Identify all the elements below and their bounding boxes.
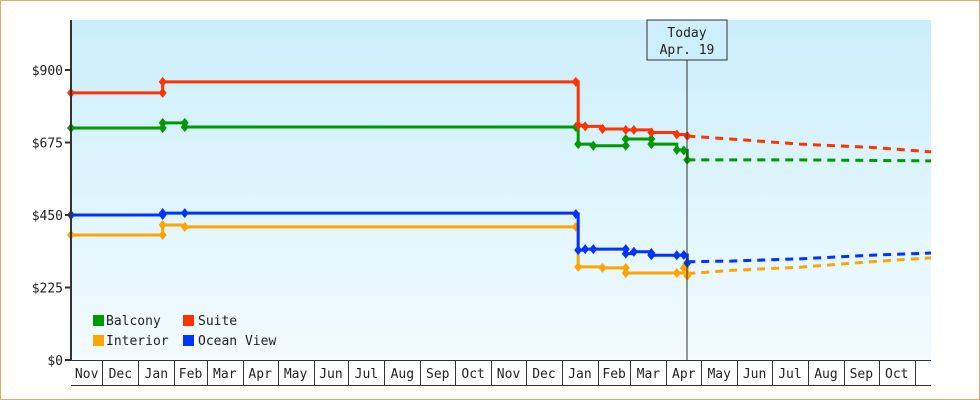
legend-label-interior: Interior — [106, 334, 169, 349]
data-point-ocean-view — [180, 208, 189, 219]
data-point-suite — [621, 124, 630, 135]
x-month-label: Jun — [743, 367, 766, 382]
data-point-balcony — [589, 140, 598, 151]
forecast-line-ocean-view — [687, 251, 932, 264]
legend-swatch-ocean-view — [183, 335, 194, 346]
data-point-interior — [158, 219, 167, 230]
x-month-label: Sep — [850, 367, 874, 382]
forecast-line-suite — [687, 134, 932, 154]
x-month-label: Jan — [568, 367, 591, 382]
data-point-balcony — [647, 133, 656, 144]
x-month-label: Oct — [885, 367, 908, 382]
forecast-line-balcony — [687, 158, 932, 163]
data-point-suite — [574, 120, 583, 131]
data-point-interior — [672, 268, 681, 278]
data-point-ocean-view — [589, 244, 598, 255]
legend-swatch-suite — [183, 315, 194, 326]
x-month-label: Jul — [778, 367, 801, 382]
data-point-balcony — [574, 139, 583, 150]
data-point-interior — [574, 261, 583, 272]
data-point-balcony — [672, 144, 681, 155]
x-month-label: Dec — [532, 367, 555, 382]
data-point-ocean-view — [679, 249, 688, 260]
data-point-balcony — [621, 133, 630, 144]
data-point-suite — [571, 76, 580, 87]
series-interior — [67, 219, 932, 281]
x-month-label: Apr — [672, 367, 696, 382]
data-point-ocean-view — [581, 244, 590, 255]
x-month-label: Sep — [426, 367, 450, 382]
forecast-line-interior — [687, 256, 932, 276]
y-tick-label: $0 — [47, 354, 63, 369]
data-point-balcony — [180, 122, 189, 133]
data-point-suite — [598, 123, 607, 134]
data-point-suite — [581, 121, 590, 132]
plot-area — [71, 20, 931, 360]
y-tick-label: $225 — [32, 282, 63, 297]
legend-label-ocean-view: Ocean View — [198, 334, 276, 349]
x-month-label: Mar — [213, 367, 237, 382]
data-point-ocean-view — [672, 250, 681, 261]
y-tick-label: $450 — [32, 209, 63, 224]
x-month-label: Aug — [391, 367, 414, 382]
x-month-label: Dec — [109, 367, 132, 382]
x-month-label: Nov — [497, 367, 521, 382]
series-ocean-view — [67, 208, 932, 269]
x-month-label: Apr — [248, 367, 272, 382]
series-balcony — [67, 117, 932, 165]
x-month-label: Feb — [602, 367, 626, 382]
x-month-label: Feb — [179, 367, 203, 382]
x-month-label: May — [284, 367, 308, 382]
data-point-suite — [158, 87, 167, 98]
data-point-balcony — [647, 139, 656, 150]
y-tick-label: $900 — [32, 64, 63, 79]
x-month-label: Aug — [814, 367, 837, 382]
x-month-label: Jun — [319, 367, 342, 382]
x-month-label: Mar — [637, 367, 661, 382]
data-point-interior — [598, 262, 607, 273]
data-point-ocean-view — [629, 246, 638, 257]
legend-swatch-interior — [93, 335, 104, 346]
data-point-suite — [629, 124, 638, 135]
data-point-ocean-view — [574, 245, 583, 256]
axis-layer: $0 $225 $450 $675 $900 Nov Dec Jan Feb Mar Apr May J… — [32, 20, 931, 386]
data-point-ocean-view — [571, 209, 580, 220]
data-point-interior — [180, 221, 189, 232]
today-box — [646, 19, 728, 61]
data-point-suite — [672, 129, 681, 140]
data-point-interior — [621, 262, 630, 273]
x-month-label: Nov — [75, 367, 99, 382]
legend-label-balcony: Balcony — [106, 314, 161, 329]
today-marker: Today Apr. 19 — [646, 19, 728, 360]
legend-swatch-balcony — [93, 315, 104, 326]
series-suite — [67, 76, 932, 154]
data-point-balcony — [158, 123, 167, 133]
data-point-balcony — [158, 117, 167, 128]
today-date: Apr. 19 — [660, 43, 715, 58]
legend: Balcony Suite Interior Ocean View — [93, 314, 276, 349]
data-point-ocean-view — [621, 248, 630, 259]
data-point-interior — [621, 268, 630, 278]
y-tick-label: $675 — [32, 137, 63, 152]
x-month-label: Oct — [461, 367, 484, 382]
data-point-ocean-view — [647, 250, 656, 261]
data-point-suite — [647, 127, 656, 138]
today-label: Today — [667, 26, 706, 41]
x-month-label: Jan — [145, 367, 168, 382]
data-point-balcony — [679, 145, 688, 156]
data-point-balcony — [621, 140, 630, 151]
series-layer — [67, 76, 932, 281]
data-point-ocean-view — [158, 208, 167, 219]
x-month-label: Jul — [355, 367, 378, 382]
legend-label-suite: Suite — [198, 314, 237, 329]
data-point-suite — [158, 76, 167, 87]
data-point-interior — [158, 229, 167, 240]
x-month-label: May — [707, 367, 731, 382]
